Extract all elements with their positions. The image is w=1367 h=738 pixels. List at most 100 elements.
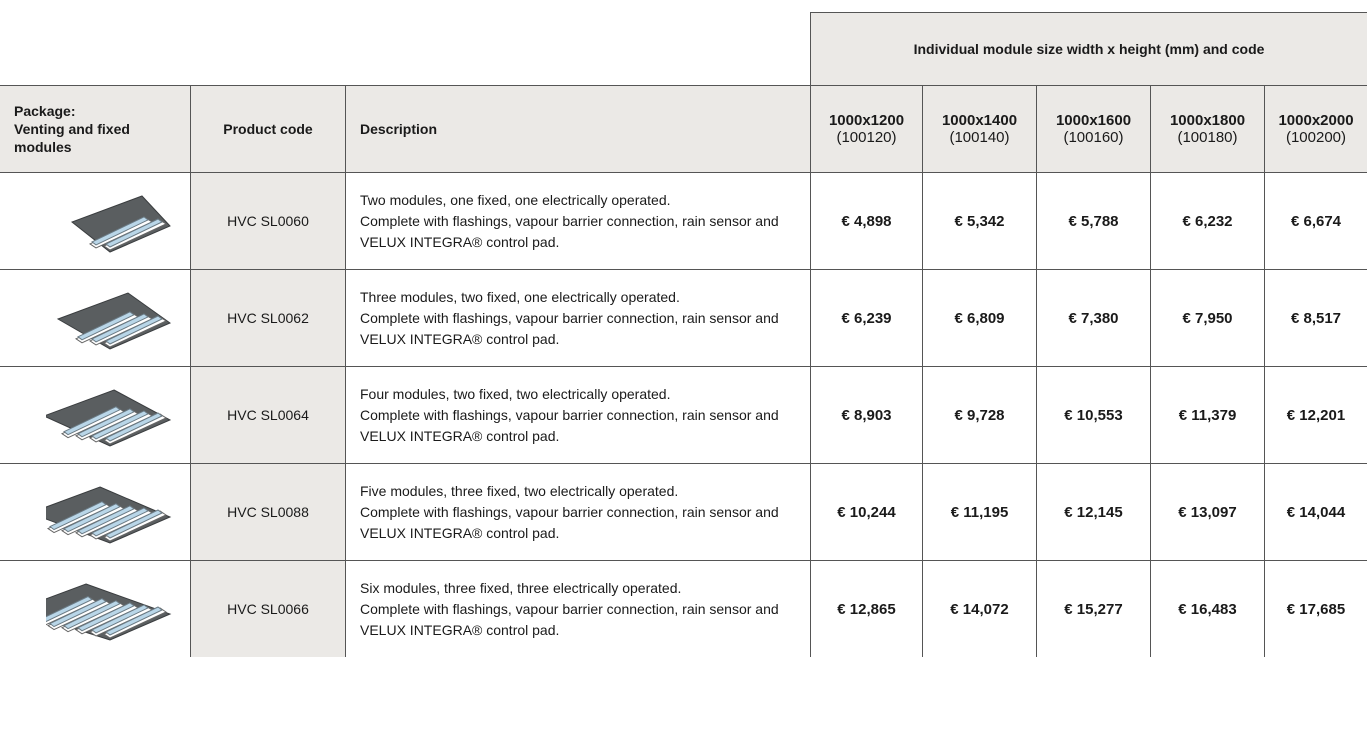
price: € 12,865	[837, 601, 895, 618]
price-cell: € 11,195	[922, 463, 1036, 560]
size-text: 1000x1800	[1170, 112, 1245, 129]
product-code: HVC SL0060	[227, 213, 309, 229]
header-cell: 1000x1800(100180)	[1150, 85, 1264, 172]
price: € 9,728	[954, 407, 1004, 424]
description-cell: Three modules, two fixed, one electrical…	[345, 269, 810, 366]
price-cell: € 6,239	[810, 269, 922, 366]
skylight-icon	[46, 380, 176, 450]
description-text: Three modules, two fixed, one electrical…	[360, 287, 796, 308]
price: € 14,072	[950, 601, 1008, 618]
skylight-icon	[46, 283, 176, 353]
size-header: 1000x1800(100180)	[1170, 112, 1245, 146]
price: € 16,483	[1178, 601, 1236, 618]
code-text: (100120)	[829, 129, 904, 146]
group-header: Individual module size width x height (m…	[810, 12, 1367, 85]
description-text: Five modules, three fixed, two electrica…	[360, 481, 796, 502]
skylight-icon	[46, 186, 176, 256]
price: € 12,145	[1064, 504, 1122, 521]
size-text: 1000x2000	[1278, 112, 1353, 129]
code-text: (100160)	[1056, 129, 1131, 146]
product-code: HVC SL0062	[227, 310, 309, 326]
skylight-icon	[46, 574, 176, 644]
description: Three modules, two fixed, one electrical…	[360, 287, 796, 350]
price-cell: € 15,277	[1036, 560, 1150, 657]
image-cell	[0, 366, 190, 463]
price: € 10,553	[1064, 407, 1122, 424]
price: € 14,044	[1287, 504, 1345, 521]
price-cell: € 12,865	[810, 560, 922, 657]
product-code-cell: HVC SL0062	[190, 269, 345, 366]
price: € 6,232	[1182, 213, 1232, 230]
header-cell: 1000x2000(100200)	[1264, 85, 1367, 172]
price-cell: € 6,674	[1264, 172, 1367, 269]
price-cell: € 12,145	[1036, 463, 1150, 560]
image-cell	[0, 269, 190, 366]
price-cell: € 10,553	[1036, 366, 1150, 463]
image-cell	[0, 463, 190, 560]
description-cell: Two modules, one fixed, one electrically…	[345, 172, 810, 269]
size-text: 1000x1600	[1056, 112, 1131, 129]
price: € 8,903	[841, 407, 891, 424]
description-text: Complete with flashings, vapour barrier …	[360, 502, 796, 544]
header-text: Package:	[14, 102, 164, 120]
price: € 5,342	[954, 213, 1004, 230]
price: € 4,898	[841, 213, 891, 230]
price: € 17,685	[1287, 601, 1345, 618]
description-text: Complete with flashings, vapour barrier …	[360, 405, 796, 447]
description-text: Four modules, two fixed, two electricall…	[360, 384, 796, 405]
product-code-cell: HVC SL0060	[190, 172, 345, 269]
description-text: Complete with flashings, vapour barrier …	[360, 599, 796, 641]
price-cell: € 6,809	[922, 269, 1036, 366]
price-cell: € 13,097	[1150, 463, 1264, 560]
price-cell: € 6,232	[1150, 172, 1264, 269]
price-cell: € 14,044	[1264, 463, 1367, 560]
product-code: HVC SL0066	[227, 601, 309, 617]
skylight-icon	[46, 477, 176, 547]
description-cell: Five modules, three fixed, two electrica…	[345, 463, 810, 560]
package-header: Package:Venting and fixed modules	[14, 102, 164, 156]
price: € 13,097	[1178, 504, 1236, 521]
price-cell: € 11,379	[1150, 366, 1264, 463]
description: Two modules, one fixed, one electrically…	[360, 190, 796, 253]
description: Five modules, three fixed, two electrica…	[360, 481, 796, 544]
price: € 11,195	[951, 504, 1009, 521]
price: € 15,277	[1064, 601, 1122, 618]
description-cell: Four modules, two fixed, two electricall…	[345, 366, 810, 463]
header-cell: Description	[345, 85, 810, 172]
price-cell: € 7,950	[1150, 269, 1264, 366]
size-text: 1000x1200	[829, 112, 904, 129]
image-cell	[0, 172, 190, 269]
product-code: HVC SL0064	[227, 407, 309, 423]
group-header-text: Individual module size width x height (m…	[914, 41, 1265, 57]
price-cell: € 17,685	[1264, 560, 1367, 657]
price-table: Individual module size width x height (m…	[0, 0, 1367, 738]
header-cell: 1000x1600(100160)	[1036, 85, 1150, 172]
description: Six modules, three fixed, three electric…	[360, 578, 796, 641]
code-text: (100180)	[1170, 129, 1245, 146]
size-header: 1000x2000(100200)	[1278, 112, 1353, 146]
description-text: Two modules, one fixed, one electrically…	[360, 190, 796, 211]
product-code-cell: HVC SL0066	[190, 560, 345, 657]
size-header: 1000x1200(100120)	[829, 112, 904, 146]
price-cell: € 5,342	[922, 172, 1036, 269]
product-code-cell: HVC SL0088	[190, 463, 345, 560]
header-cell: Package:Venting and fixed modules	[0, 85, 190, 172]
header-text: Venting and fixed modules	[14, 120, 164, 156]
size-header: 1000x1600(100160)	[1056, 112, 1131, 146]
description-text: Complete with flashings, vapour barrier …	[360, 308, 796, 350]
description-text: Complete with flashings, vapour barrier …	[360, 211, 796, 253]
price-cell: € 9,728	[922, 366, 1036, 463]
price-cell: € 4,898	[810, 172, 922, 269]
price: € 6,674	[1291, 213, 1341, 230]
image-cell	[0, 560, 190, 657]
price-cell: € 8,903	[810, 366, 922, 463]
price-cell: € 5,788	[1036, 172, 1150, 269]
price-cell: € 14,072	[922, 560, 1036, 657]
description-cell: Six modules, three fixed, three electric…	[345, 560, 810, 657]
header-text: Product code	[223, 121, 312, 137]
product-code: HVC SL0088	[227, 504, 309, 520]
price-cell: € 8,517	[1264, 269, 1367, 366]
product-code-cell: HVC SL0064	[190, 366, 345, 463]
description-text: Six modules, three fixed, three electric…	[360, 578, 796, 599]
price: € 10,244	[837, 504, 895, 521]
